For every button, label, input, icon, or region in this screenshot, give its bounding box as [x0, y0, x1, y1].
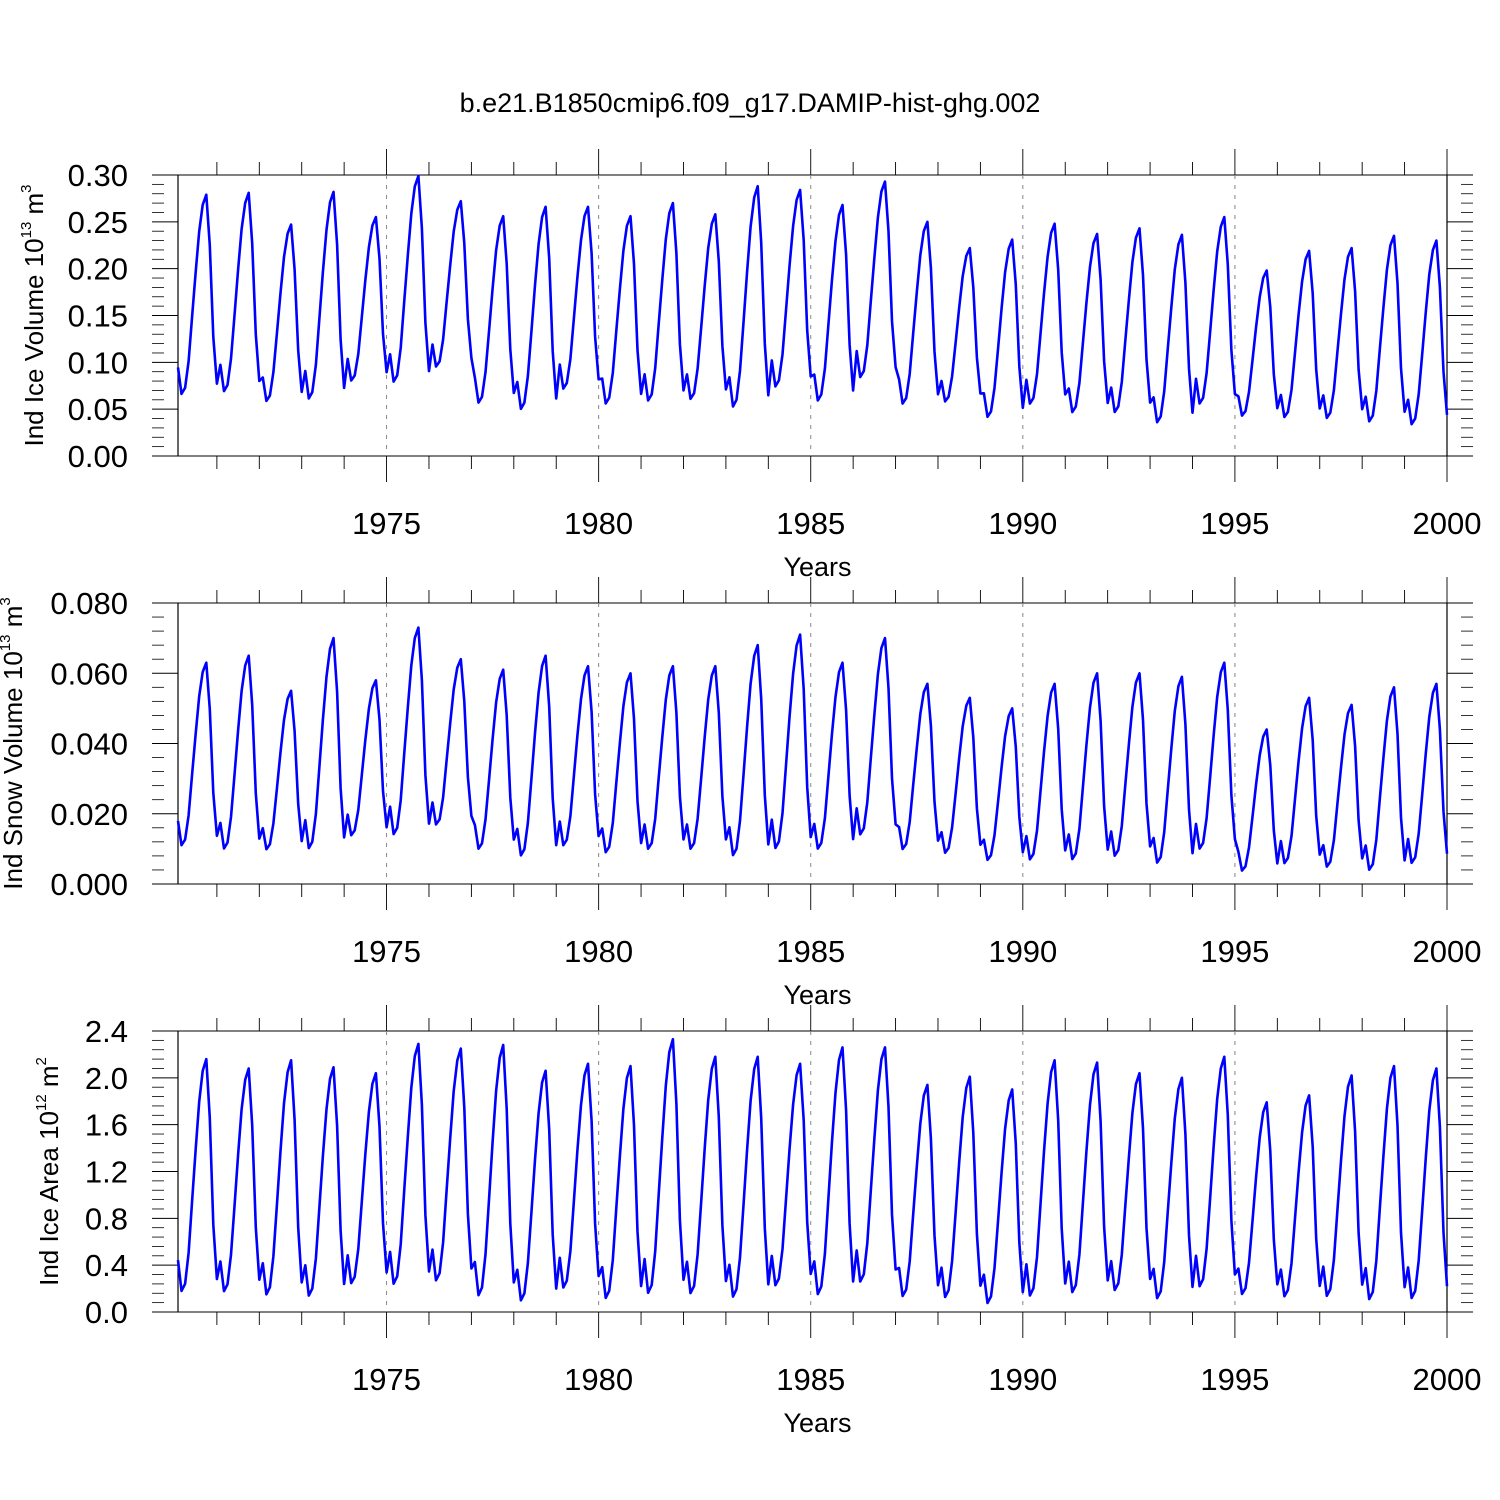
- y-tick-label: 2.0: [85, 1061, 128, 1096]
- x-tick-label: 2000: [1413, 506, 1482, 541]
- y-tick-label: 0.30: [68, 158, 128, 193]
- x-tick-label: 1985: [776, 934, 845, 969]
- y-tick-label: 2.4: [85, 1014, 128, 1049]
- y-tick-label: 0.080: [50, 586, 128, 621]
- y-tick-label: 0.20: [68, 252, 128, 287]
- y-tick-label: 0.8: [85, 1201, 128, 1236]
- panel-ice-area: 0.0 0.4 0.8 1.2 1.6 2.0 2.4 1975 1980 1985 1990 199…: [33, 1005, 1481, 1438]
- x-tick-label: 2000: [1413, 934, 1482, 969]
- y-axis-label: Ind Ice Area 1012 m2: [33, 1057, 64, 1286]
- y-tick-label: 0.040: [50, 727, 128, 762]
- series-line-2: [176, 1037, 1449, 1305]
- x-tick-label: 1975: [352, 1362, 421, 1397]
- x-tick-label: 1995: [1200, 934, 1269, 969]
- panel-snow-volume: 0.000 0.020 0.040 0.060 0.080 1975 1980 1985 199…: [0, 577, 1481, 1010]
- x-axis-label: Years: [783, 980, 851, 1010]
- series-line-0: [176, 174, 1449, 426]
- x-tick-label: 1985: [776, 506, 845, 541]
- x-tick-label: 1985: [776, 1362, 845, 1397]
- y-axis-label: Ind Snow Volume 1013 m3: [0, 597, 28, 889]
- y-tick-label: 0.05: [68, 392, 128, 427]
- x-tick-label: 1975: [352, 506, 421, 541]
- x-tick-label: 1995: [1200, 506, 1269, 541]
- x-tick-label: 1980: [564, 934, 633, 969]
- x-tick-label: 1995: [1200, 1362, 1269, 1397]
- y-tick-label: 0.10: [68, 345, 128, 380]
- figure-title: b.e21.B1850cmip6.f09_g17.DAMIP-hist-ghg.…: [459, 88, 1041, 118]
- y-axis-label: Ind Ice Volume 1013 m3: [18, 184, 49, 446]
- y-tick-label: 0.000: [50, 867, 128, 902]
- panel-ice-volume: 0.00 0.05 0.10 0.15 0.20 0.25 0.30 1975 1980 1985…: [18, 149, 1481, 582]
- y-tick-label: 1.2: [85, 1155, 128, 1190]
- y-tick-label: 0.020: [50, 797, 128, 832]
- y-tick-label: 0.15: [68, 299, 128, 334]
- y-tick-label: 0.0: [85, 1295, 128, 1330]
- x-tick-label: 1975: [352, 934, 421, 969]
- x-tick-label: 2000: [1413, 1362, 1482, 1397]
- x-tick-label: 1990: [988, 934, 1057, 969]
- y-tick-label: 0.25: [68, 205, 128, 240]
- x-tick-label: 1980: [564, 1362, 633, 1397]
- x-tick-label: 1990: [988, 506, 1057, 541]
- x-tick-label: 1990: [988, 1362, 1057, 1397]
- y-tick-label: 0.00: [68, 439, 128, 474]
- y-tick-label: 0.4: [85, 1248, 128, 1283]
- y-tick-label: 0.060: [50, 656, 128, 691]
- series-line-1: [176, 626, 1449, 872]
- y-tick-label: 1.6: [85, 1108, 128, 1143]
- x-axis-label: Years: [783, 1408, 851, 1438]
- x-axis-label: Years: [783, 552, 851, 582]
- x-tick-label: 1980: [564, 506, 633, 541]
